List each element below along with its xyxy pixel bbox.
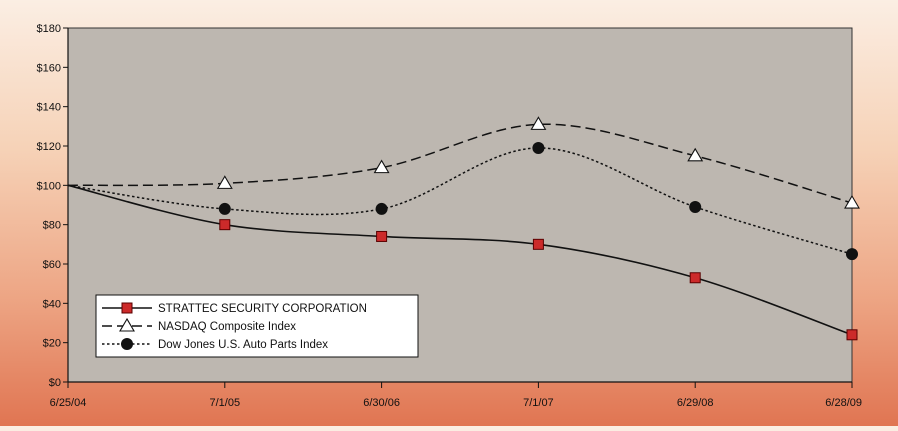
legend-swatch-marker <box>121 302 133 314</box>
y-tick-label: $140 <box>37 102 61 114</box>
data-point <box>846 329 858 341</box>
series-2 <box>67 141 858 261</box>
series-line <box>67 123 853 204</box>
y-tick-label: $180 <box>37 23 61 35</box>
data-point <box>218 202 231 215</box>
legend-item: Dow Jones U.S. Auto Parts Index <box>102 338 328 351</box>
y-tick-label: $40 <box>43 298 61 310</box>
y-tick-label: $60 <box>43 259 61 271</box>
data-point <box>846 248 858 261</box>
series-1 <box>67 116 860 209</box>
data-point <box>375 202 388 215</box>
data-point <box>844 194 860 209</box>
y-tick-label: $80 <box>43 220 61 232</box>
y-tick-label: $120 <box>37 141 61 153</box>
x-tick-label: 6/28/09 <box>825 397 862 409</box>
legend-item: STRATTEC SECURITY CORPORATION <box>102 302 367 315</box>
legend: STRATTEC SECURITY CORPORATION NASDAQ Comp… <box>95 294 419 358</box>
x-tick-label: 6/30/06 <box>363 397 400 409</box>
data-point <box>689 272 701 284</box>
legend-item: NASDAQ Composite Index <box>102 317 296 333</box>
data-point <box>373 159 390 174</box>
data-point <box>689 200 702 213</box>
legend-swatch-marker <box>121 338 133 350</box>
data-point <box>376 230 388 242</box>
legend-label: Dow Jones U.S. Auto Parts Index <box>158 339 328 351</box>
data-point <box>532 141 545 154</box>
legend-swatch-marker <box>119 317 135 332</box>
data-point <box>216 175 233 189</box>
series-line <box>67 184 853 336</box>
axes: $0 $20 $40 $60 $80 $100 $120 $140 $160 $180 6/25/0… <box>37 23 862 409</box>
data-point <box>219 219 231 231</box>
y-tick-label: $20 <box>43 338 61 350</box>
series-0 <box>67 184 858 341</box>
data-point <box>532 238 544 250</box>
y-tick-label: $0 <box>49 377 61 389</box>
y-tick-label: $160 <box>37 62 61 74</box>
legend-label: STRATTEC SECURITY CORPORATION <box>158 303 367 315</box>
data-point <box>530 116 547 130</box>
x-tick-label: 7/1/05 <box>210 397 241 409</box>
x-tick-label: 6/29/08 <box>677 397 714 409</box>
series-layer <box>67 116 860 341</box>
x-tick-label: 6/25/04 <box>50 397 87 409</box>
legend-label: NASDAQ Composite Index <box>158 321 296 333</box>
y-tick-label: $100 <box>37 180 61 192</box>
x-tick-label: 7/1/07 <box>523 397 554 409</box>
data-point <box>687 147 704 162</box>
